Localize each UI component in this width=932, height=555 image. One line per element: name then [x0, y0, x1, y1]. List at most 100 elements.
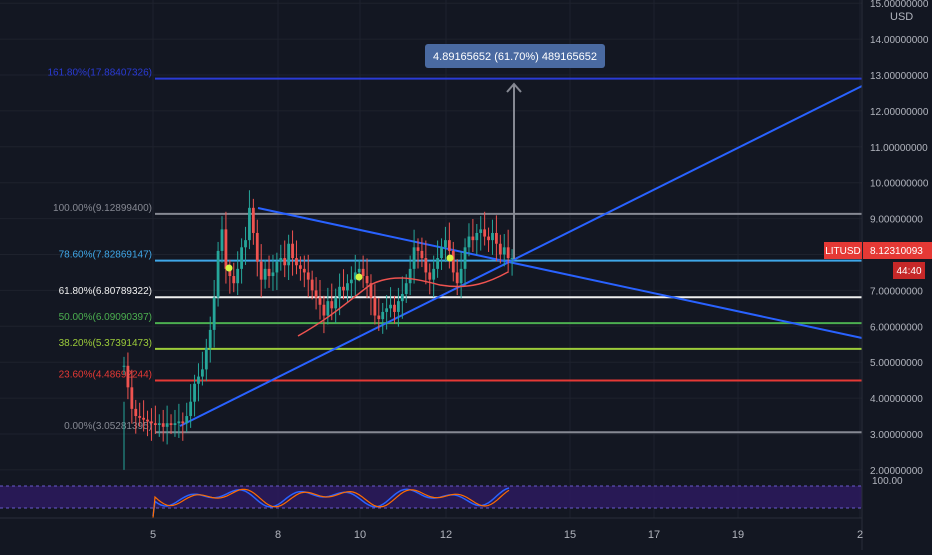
candle-body	[248, 207, 251, 241]
price-tick-label: 12.00000000	[870, 107, 929, 118]
candle-body	[263, 268, 267, 280]
last-price-tag	[863, 242, 932, 259]
candle-body	[279, 258, 283, 262]
candle-body	[326, 301, 330, 316]
fib-level-label: 161.80%(17.88407326)	[47, 68, 152, 79]
candle-body	[420, 250, 424, 259]
candle-body	[467, 236, 471, 248]
candle-body	[157, 423, 161, 426]
candle-body	[440, 247, 443, 259]
candle-body	[357, 268, 361, 273]
candle-body	[251, 207, 255, 233]
candle-body	[153, 423, 157, 426]
candle-body	[291, 243, 294, 259]
candle-body	[177, 421, 181, 424]
fib-level-label: 23.60%(4.48692244)	[59, 370, 152, 381]
overlay-drawings	[225, 254, 509, 337]
candle-body	[271, 272, 275, 277]
candle-body	[150, 421, 153, 424]
candle-body	[338, 286, 341, 298]
candle-body	[299, 265, 302, 269]
candle-body	[455, 272, 459, 284]
time-tick-label: 17	[648, 529, 660, 541]
candle-body	[506, 247, 510, 259]
candle-body	[412, 247, 416, 269]
candle-body	[130, 387, 134, 409]
candle-body	[165, 423, 169, 427]
candle-body	[404, 283, 408, 294]
candle-body	[228, 268, 232, 277]
candle-body	[267, 268, 271, 277]
price-tick-label: 13.00000000	[870, 71, 929, 82]
signal-dot	[225, 264, 233, 272]
trendlines[interactable]	[179, 85, 863, 427]
signal-dot	[355, 273, 363, 281]
price-measure-tool[interactable]: 4.89165652 (61.70%) 489165652	[425, 44, 605, 259]
time-axis[interactable]: 5 8 10 12 15 17 19 2	[0, 517, 863, 541]
candle-body	[255, 232, 259, 262]
candle-body	[479, 229, 483, 233]
candle-body	[424, 258, 428, 273]
candle-body	[373, 297, 377, 316]
symbol-tag	[824, 242, 862, 259]
candle-body	[236, 268, 240, 284]
candle-body	[436, 258, 439, 269]
candle-body	[451, 250, 455, 273]
candle-body	[283, 258, 287, 266]
candle-body	[400, 293, 404, 302]
fib-level-label: 78.60%(7.82869147)	[59, 250, 152, 261]
candle-body	[201, 369, 204, 377]
candle-body	[428, 272, 432, 280]
candle-body	[212, 297, 216, 330]
candle-body	[381, 311, 385, 320]
candle-body	[369, 283, 373, 298]
candle-body	[342, 286, 345, 291]
candle-body	[122, 365, 126, 367]
candle-body	[197, 376, 200, 384]
candle-body	[502, 247, 506, 255]
candle-body	[259, 261, 263, 280]
fib-level-label: 61.80%(6.80789322)	[59, 286, 152, 297]
candle-body	[146, 419, 149, 422]
candle-body	[416, 247, 420, 251]
candle-body	[295, 258, 298, 266]
currency-label: USD	[890, 11, 913, 23]
time-tick-label: 19	[732, 529, 744, 541]
price-tick-label: 5.00000000	[870, 358, 923, 369]
candle-body	[385, 308, 389, 312]
last-price-value: 8.12310093	[870, 246, 923, 257]
candle-body	[287, 243, 291, 266]
time-tick-label: 8	[275, 529, 281, 541]
candle-body	[498, 243, 502, 255]
price-tick-label: 15.00000000	[870, 0, 929, 10]
candle-body	[365, 276, 369, 284]
candle-body	[322, 304, 326, 316]
candle-body	[318, 297, 322, 305]
candle-body	[193, 383, 196, 402]
candle-body	[393, 304, 396, 312]
candle-body	[389, 304, 392, 309]
fib-level-label: 100.00%(9.12899400)	[53, 203, 152, 214]
fibonacci-retracement[interactable]: 161.80%(17.88407326) 100.00%(9.12899400) 7…	[47, 68, 862, 434]
candle-body	[142, 417, 145, 420]
oscillator-pane[interactable]	[0, 485, 862, 519]
fib-level-label: 50.00%(6.09090397)	[59, 312, 152, 323]
candle-body	[224, 229, 228, 269]
price-tick-label: 7.00000000	[870, 286, 923, 297]
candle-body	[459, 268, 463, 284]
candle-body	[314, 290, 318, 298]
candle-body	[232, 276, 236, 284]
fib-level-label: 38.20%(5.37391473)	[59, 338, 152, 349]
candle-body	[161, 423, 165, 427]
moving-average-curve	[297, 271, 509, 337]
candle-body	[397, 301, 400, 312]
ascending-trendline	[179, 85, 863, 427]
candle-body	[349, 279, 353, 284]
candle-body	[432, 268, 436, 280]
candle-body	[208, 329, 212, 348]
price-axis[interactable]: USD 2.00000000 3.00000000 4.00000000 5.0000…	[861, 0, 929, 550]
countdown-tag	[893, 262, 925, 279]
candle-body	[471, 236, 475, 241]
price-tick-label: 6.00000000	[870, 322, 923, 333]
